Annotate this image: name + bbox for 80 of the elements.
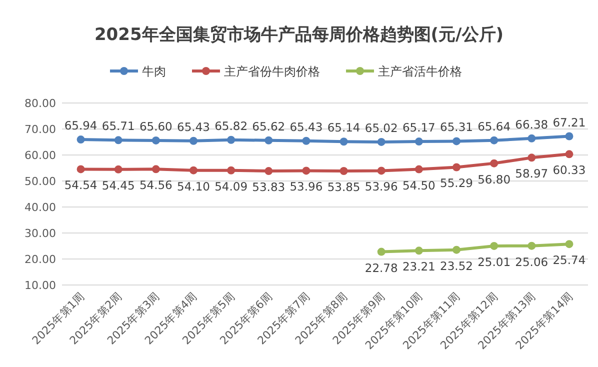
data-label: 65.71 — [102, 119, 135, 134]
y-tick-label: 60.00 — [24, 149, 56, 162]
data-label: 65.60 — [139, 119, 172, 134]
data-label: 65.94 — [64, 118, 98, 133]
y-tick-label: 10.00 — [24, 279, 56, 292]
point — [114, 136, 122, 144]
point — [227, 166, 236, 174]
point — [565, 240, 574, 248]
y-tick-label: 30.00 — [24, 227, 56, 240]
data-label: 67.21 — [552, 115, 586, 130]
point — [190, 136, 198, 145]
y-tick-label: 80.00 — [24, 97, 56, 110]
point — [414, 246, 423, 255]
point — [452, 137, 460, 146]
point — [528, 242, 536, 250]
data-label: 65.14 — [327, 120, 360, 135]
data-label: 54.56 — [139, 178, 172, 192]
point — [528, 154, 536, 162]
point — [452, 246, 460, 254]
data-label: 65.43 — [290, 120, 323, 134]
data-label: 65.02 — [364, 120, 398, 135]
point — [377, 138, 386, 146]
point — [340, 138, 348, 146]
point — [377, 166, 386, 175]
point — [302, 136, 310, 145]
point — [227, 136, 236, 144]
data-label: 65.64 — [478, 119, 511, 134]
point — [302, 166, 310, 175]
point — [76, 136, 85, 144]
data-label: 58.97 — [515, 166, 548, 181]
point — [377, 248, 386, 256]
point — [340, 166, 348, 175]
data-label: 54.10 — [177, 179, 210, 194]
point — [414, 165, 423, 174]
data-label: 25.06 — [515, 254, 548, 269]
chart-title: 2025年全国集贸市场牛产品每周价格趋势图(元/公斤) — [94, 25, 504, 45]
data-label: 53.85 — [327, 180, 360, 194]
data-label: 25.74 — [552, 253, 586, 268]
point — [414, 138, 423, 146]
data-label: 22.78 — [364, 260, 398, 275]
data-label: 65.17 — [402, 120, 436, 135]
y-tick-label: 70.00 — [24, 123, 56, 136]
data-label: 54.54 — [64, 178, 98, 192]
data-label: 65.62 — [252, 119, 286, 134]
y-tick-label: 40.00 — [24, 201, 56, 214]
point — [490, 159, 498, 168]
data-label: 60.33 — [552, 163, 586, 178]
legend-label: 牛肉 — [142, 64, 166, 78]
legend-label: 主产省份牛肉价格 — [224, 64, 320, 78]
data-label: 55.29 — [440, 176, 473, 190]
point — [264, 136, 273, 144]
data-label: 54.45 — [102, 178, 135, 192]
y-tick-label: 50.00 — [24, 175, 56, 188]
data-label: 54.09 — [214, 179, 248, 194]
point — [264, 167, 273, 176]
point — [528, 134, 536, 142]
point — [490, 136, 498, 144]
data-label: 53.83 — [252, 180, 286, 194]
data-label: 65.82 — [214, 118, 248, 133]
data-label: 54.50 — [402, 178, 436, 192]
data-label: 65.31 — [440, 120, 473, 134]
point — [114, 165, 122, 174]
legend-label: 主产省活牛价格 — [378, 64, 462, 78]
point — [490, 242, 498, 250]
data-label: 53.96 — [364, 180, 398, 194]
data-label: 25.01 — [478, 254, 511, 269]
point — [565, 132, 574, 140]
data-label: 23.21 — [402, 260, 436, 274]
point — [152, 136, 160, 144]
y-tick-label: 20.00 — [24, 253, 56, 266]
data-label: 65.43 — [177, 120, 210, 134]
data-label: 66.38 — [515, 117, 548, 132]
point — [76, 165, 85, 174]
point — [452, 163, 460, 172]
data-label: 23.52 — [440, 258, 473, 273]
data-label: 53.96 — [290, 180, 323, 194]
point — [190, 166, 198, 174]
point — [152, 165, 160, 174]
point — [565, 150, 574, 158]
data-label: 56.80 — [478, 172, 511, 186]
